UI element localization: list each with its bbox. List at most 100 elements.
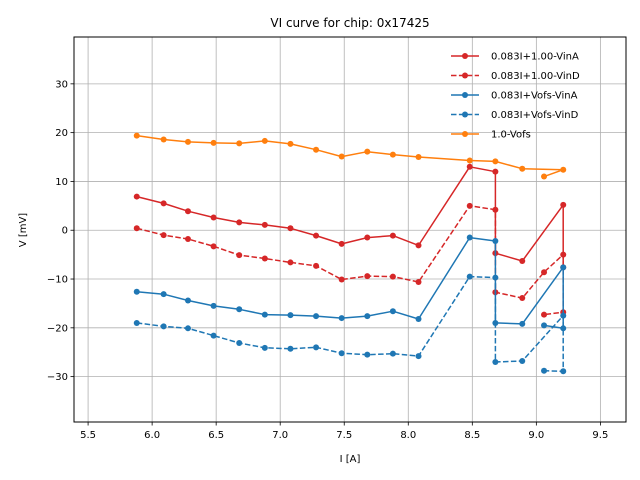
x-tick-label: 8.5: [464, 430, 480, 441]
y-tick-label: 20: [55, 128, 68, 139]
legend-label: 1.0-Vofs: [491, 130, 531, 141]
data-point: [519, 165, 526, 172]
legend-item: 0.083I+Vofs-VinD: [451, 110, 579, 121]
y-tick-label: 30: [55, 79, 68, 90]
data-point: [133, 193, 140, 200]
data-point: [184, 208, 191, 215]
data-point: [541, 367, 548, 374]
data-point: [210, 243, 217, 250]
data-point: [313, 232, 320, 239]
legend-item: 0.083I+1.00-VinA: [451, 52, 579, 63]
data-point: [415, 278, 422, 285]
data-point: [364, 351, 371, 358]
chart-title: VI curve for chip: 0x17425: [270, 16, 429, 30]
data-point: [313, 146, 320, 153]
data-point: [338, 240, 345, 247]
data-point: [313, 313, 320, 320]
data-point: [160, 291, 167, 298]
data-point: [560, 325, 567, 332]
data-point: [184, 297, 191, 304]
x-tick-label: 6.0: [144, 430, 160, 441]
data-point: [261, 311, 268, 318]
legend-item: 1.0-Vofs: [451, 130, 531, 141]
legend-marker: [462, 92, 468, 98]
data-point: [389, 308, 396, 315]
legend-item: 0.083I+1.00-VinD: [451, 71, 580, 82]
data-point: [466, 234, 473, 241]
legend-label: 0.083I+Vofs-VinA: [491, 91, 578, 102]
data-point: [210, 214, 217, 221]
legend: 0.083I+1.00-VinA 0.083I+1.00-VinD 0.083I+V…: [451, 52, 580, 141]
data-point: [492, 168, 499, 175]
data-point: [261, 137, 268, 144]
data-point: [389, 232, 396, 239]
series-2: [133, 234, 567, 332]
data-point: [560, 312, 567, 319]
series-line: [136, 166, 564, 268]
legend-label: 0.083I+1.00-VinA: [491, 52, 579, 63]
data-point: [541, 322, 548, 329]
data-point: [338, 153, 345, 160]
data-point: [133, 225, 140, 232]
data-point: [560, 251, 567, 258]
y-tick-label: 10: [55, 177, 68, 188]
data-point: [492, 237, 499, 244]
x-tick-label: 8.0: [400, 430, 416, 441]
axes-frame: [73, 36, 627, 423]
data-point: [261, 255, 268, 262]
data-point: [133, 288, 140, 295]
y-axis: −30 −20 −10 0 10 20 30: [47, 79, 74, 383]
data-point: [364, 313, 371, 320]
data-point: [519, 358, 526, 365]
series-0: [133, 163, 567, 271]
grid: [74, 37, 626, 422]
data-point: [466, 202, 473, 209]
data-point: [492, 274, 499, 281]
data-point: [519, 257, 526, 264]
data-point: [261, 221, 268, 228]
data-point: [364, 148, 371, 155]
data-point: [364, 273, 371, 280]
data-point: [415, 316, 422, 323]
data-point: [160, 323, 167, 330]
data-point: [160, 232, 167, 239]
data-point: [133, 132, 140, 139]
data-point: [415, 353, 422, 360]
legend-marker: [462, 131, 468, 137]
legend-label: 0.083I+Vofs-VinD: [491, 110, 579, 121]
data-point: [415, 242, 422, 249]
data-point: [560, 166, 567, 173]
legend-marker: [462, 111, 468, 118]
x-tick-label: 6.5: [208, 430, 224, 441]
series-layer: [133, 132, 567, 375]
data-point: [261, 344, 268, 351]
data-point: [287, 140, 294, 147]
data-point: [160, 136, 167, 143]
data-point: [160, 200, 167, 207]
data-point: [338, 315, 345, 322]
legend-item: 0.083I+Vofs-VinA: [451, 91, 578, 102]
y-axis-label: V [mV]: [18, 213, 29, 248]
series-4: [133, 132, 567, 180]
data-point: [519, 295, 526, 302]
data-point: [236, 140, 243, 147]
data-point: [184, 236, 191, 243]
data-point: [492, 158, 499, 165]
data-point: [541, 269, 548, 276]
data-point: [133, 319, 140, 326]
data-point: [560, 264, 567, 271]
data-point: [236, 252, 243, 259]
data-point: [287, 345, 294, 352]
data-point: [236, 339, 243, 346]
legend-marker: [462, 72, 468, 79]
x-axis-label: I [A]: [340, 454, 361, 465]
data-point: [338, 350, 345, 357]
series-1: [133, 202, 567, 318]
data-point: [313, 344, 320, 351]
data-point: [210, 139, 217, 146]
series-3: [133, 273, 567, 375]
data-point: [389, 273, 396, 280]
data-point: [287, 259, 294, 266]
